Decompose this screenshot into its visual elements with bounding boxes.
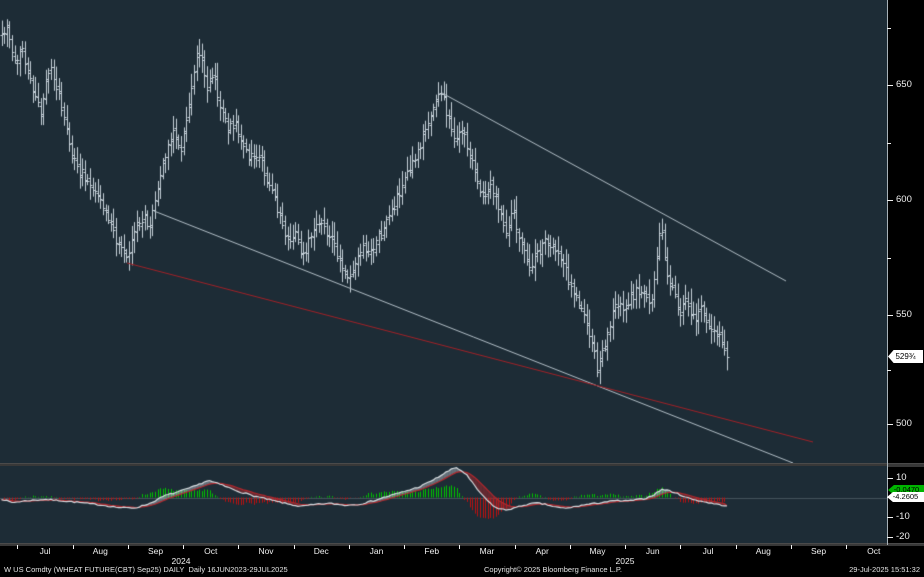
axis-separator — [0, 543, 924, 546]
x-axis-month-label: Apr — [535, 546, 549, 556]
x-axis-month-label: Jan — [369, 546, 384, 556]
footer-ticker-info: W US Comdty (WHEAT FUTURE(CBT) Sep25) DA… — [4, 565, 288, 574]
price-axis-tick-550 — [887, 315, 893, 316]
x-axis-tick — [349, 545, 350, 549]
x-axis-month-label: Nov — [258, 546, 274, 556]
x-axis-tick — [791, 545, 792, 549]
x-axis-tick — [625, 545, 626, 549]
footer-copyright: Copyright© 2025 Bloomberg Finance L.P. — [484, 565, 622, 574]
footer-timestamp: 29-Jul-2025 15:51:32 — [849, 565, 920, 574]
price-chart-canvas[interactable] — [0, 0, 888, 463]
price-axis-tick-650 — [887, 85, 893, 86]
price-axis-minor-tick — [887, 370, 891, 371]
x-axis-tick — [736, 545, 737, 549]
price-axis-minor-tick — [887, 28, 891, 29]
x-axis-year-2024: 2024 — [171, 556, 191, 566]
last-price-value: 529¾ — [895, 352, 916, 361]
macd-axis-tick — [887, 517, 893, 518]
x-axis-month-label: Oct — [204, 546, 218, 556]
price-axis-minor-tick — [887, 258, 891, 259]
price-panel — [0, 0, 888, 463]
x-axis-tick — [846, 545, 847, 549]
panel-separator — [0, 463, 924, 467]
x-axis-tick — [183, 545, 184, 549]
macd-panel — [0, 466, 888, 543]
x-axis-month-label: Jul — [39, 546, 51, 556]
price-axis-label-500: 500 — [896, 418, 912, 429]
x-axis-month-label: Aug — [755, 546, 771, 556]
price-axis-label-550: 550 — [896, 309, 912, 320]
price-axis-tick-600 — [887, 200, 893, 201]
x-axis-tick — [680, 545, 681, 549]
macd-axis-label-10: 10 — [896, 472, 907, 483]
last-price-badge: 529¾ — [888, 350, 923, 363]
x-axis-month-label: Mar — [479, 546, 495, 556]
macd-diff-value: -0.0470 — [893, 485, 920, 494]
x-axis-month-label: Jul — [702, 546, 714, 556]
x-axis-tick — [17, 545, 18, 549]
macd-chart-canvas[interactable] — [0, 466, 888, 543]
x-axis-tick — [294, 545, 295, 549]
macd-axis-tick — [887, 537, 893, 538]
x-axis-month-label: Oct — [867, 546, 881, 556]
x-axis-year-2025: 2025 — [615, 556, 635, 566]
macd-value-badge: -4.2605 — [887, 492, 924, 502]
x-axis-tick — [404, 545, 405, 549]
x-axis-month-label: Sep — [810, 546, 827, 556]
macd-axis-label--20: -20 — [896, 531, 910, 542]
x-axis-tick — [238, 545, 239, 549]
macd-diff-badge: -0.0470 — [888, 485, 924, 495]
x-axis-tick — [73, 545, 74, 549]
price-axis-minor-tick — [887, 143, 891, 144]
x-axis-month-label: Dec — [313, 546, 329, 556]
macd-axis-tick — [887, 478, 893, 479]
x-axis-month-label: Sep — [147, 546, 164, 556]
x-axis-month-label: Jun — [645, 546, 660, 556]
x-axis-tick — [128, 545, 129, 549]
price-axis-label-650: 650 — [896, 79, 912, 90]
x-axis-month-label: Aug — [92, 546, 108, 556]
macd-axis-label--10: -10 — [896, 511, 910, 522]
x-axis-tick — [570, 545, 571, 549]
x-axis-month-label: May — [589, 546, 606, 556]
x-axis-tick — [459, 545, 460, 549]
x-axis-tick — [515, 545, 516, 549]
x-axis-month-label: Feb — [424, 546, 440, 556]
price-axis-tick-500 — [887, 424, 893, 425]
price-axis-label-600: 600 — [896, 194, 912, 205]
macd-line-value: -4.2605 — [892, 492, 919, 501]
y-axis-line — [887, 0, 888, 545]
